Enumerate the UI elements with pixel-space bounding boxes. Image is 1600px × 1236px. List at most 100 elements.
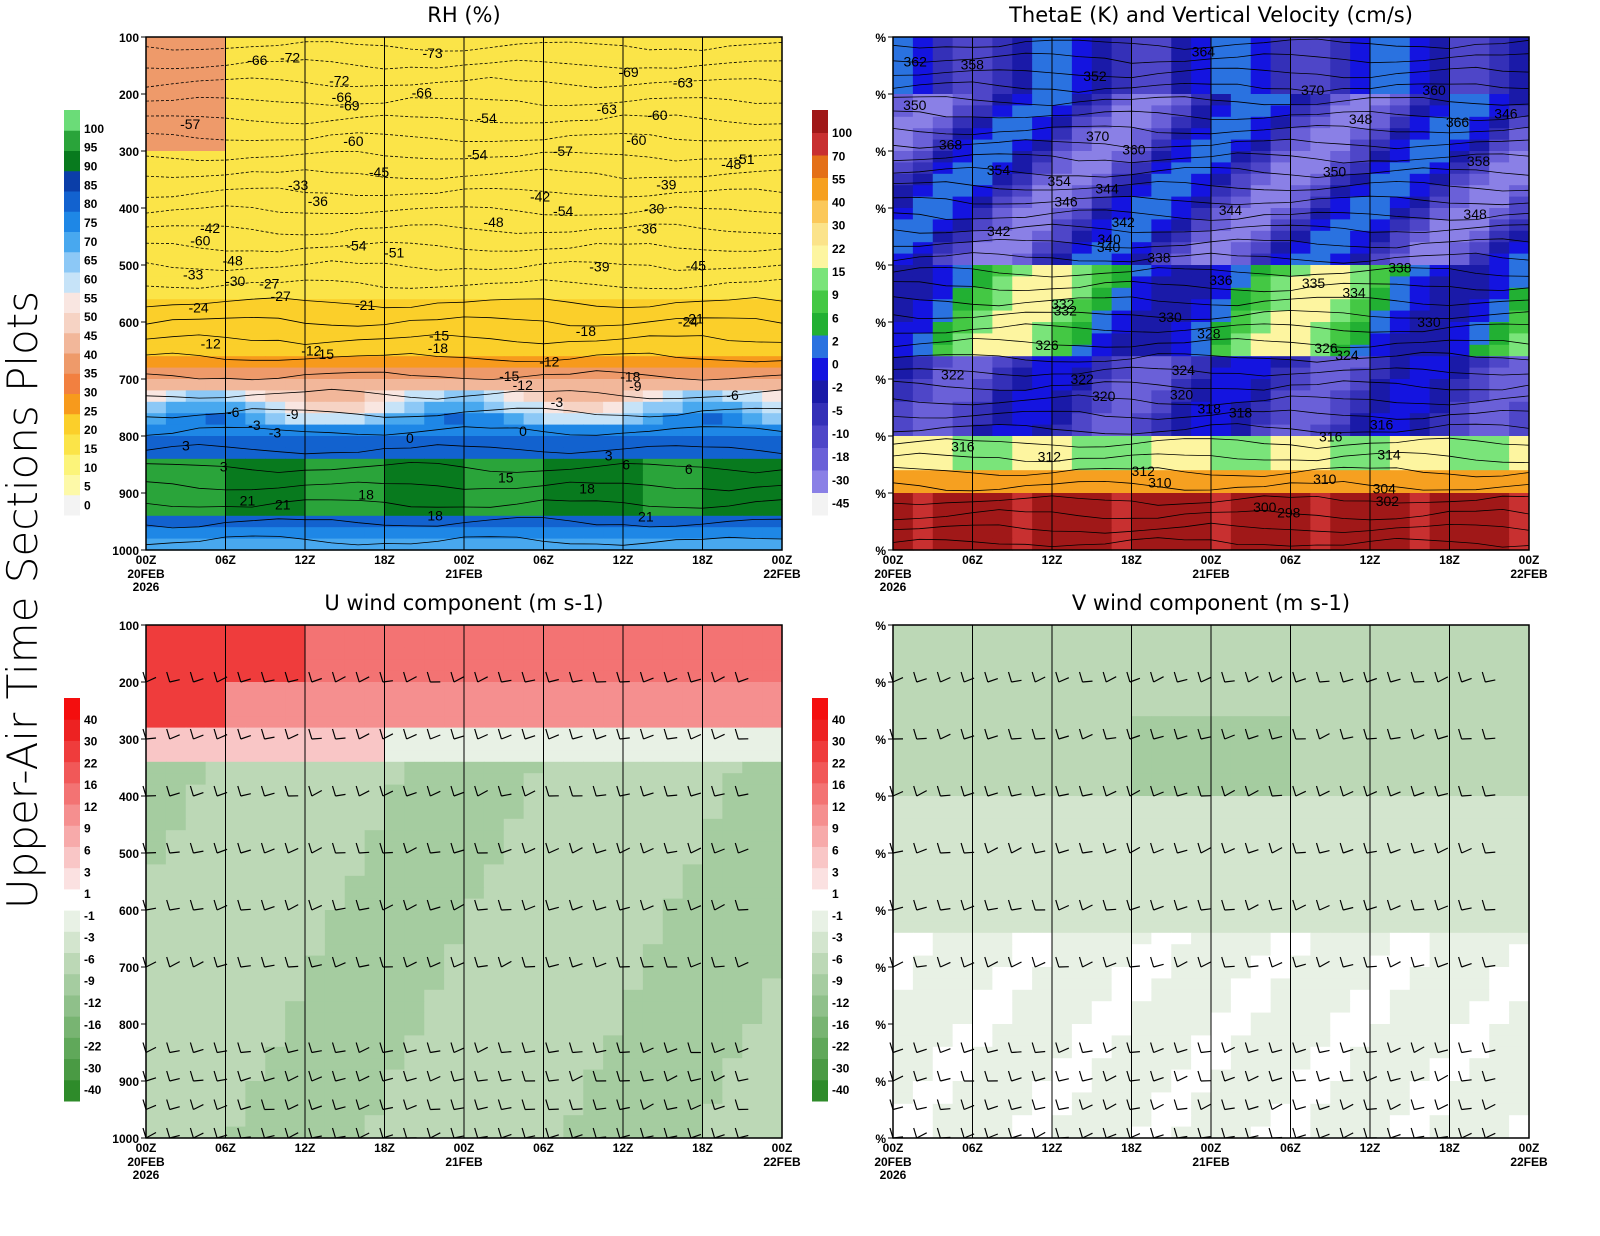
rh-field-cell: [483, 322, 505, 334]
rh-field-cell: [205, 173, 227, 186]
u-field-cell: [364, 887, 386, 900]
rh-field-cell: [623, 196, 644, 209]
rh-field-cell: [464, 242, 485, 255]
rh-field-cell: [205, 379, 227, 391]
theta-field-cell: [1270, 401, 1292, 414]
u-field-cell: [503, 636, 525, 649]
u-field-cell: [662, 647, 684, 660]
theta-field-cell: [1091, 504, 1113, 517]
rh-field-cell: [563, 139, 584, 152]
rh-field-cell: [404, 356, 425, 369]
u-colorbar-swatch: [64, 973, 80, 996]
rh-field-cell: [742, 276, 763, 289]
theta-field-cell: [972, 242, 993, 255]
rh-field-cell: [225, 379, 246, 391]
theta-field-cell: [1350, 401, 1371, 414]
rh-field-cell: [543, 515, 564, 528]
u-field-cell: [623, 647, 644, 660]
u-field-cell: [404, 1058, 425, 1071]
theta-field-cell: [912, 185, 934, 198]
theta-field-cell: [1370, 71, 1391, 84]
u-field-cell: [424, 1024, 445, 1036]
rh-field-cell: [603, 413, 624, 426]
theta-field-cell: [1230, 162, 1252, 175]
rh-field-cell: [245, 71, 266, 84]
theta-field-cell: [1509, 515, 1530, 528]
u-field-cell: [483, 1081, 505, 1093]
rh-field-cell: [245, 322, 266, 334]
side-title: Upper-Air Time Sections Plots: [0, 291, 47, 909]
theta-field-cell: [1151, 173, 1172, 186]
u-field-cell: [225, 750, 246, 763]
rh-field-cell: [702, 356, 723, 369]
rh-field-cell: [523, 367, 545, 380]
u-field-cell: [623, 1046, 644, 1059]
rh-field-cell: [225, 230, 246, 243]
theta-field-cell: [1012, 71, 1033, 84]
rh-field-cell: [146, 230, 167, 243]
rh-field-cell: [444, 458, 465, 471]
u-field-cell: [623, 773, 644, 786]
theta-time-tick: 00Z: [1201, 553, 1222, 567]
rh-field-cell: [424, 162, 445, 175]
rh-field-cell: [165, 504, 187, 517]
theta-field-cell: [912, 71, 934, 84]
u-field-cell: [324, 1081, 346, 1093]
u-colorbar-swatch: [64, 740, 80, 763]
rh-field-cell: [364, 71, 386, 84]
u-field-cell: [225, 1024, 246, 1036]
u-field-cell: [364, 875, 386, 888]
rh-field-cell: [285, 436, 306, 448]
rh-contour-label: -48: [223, 252, 243, 268]
theta-field-cell: [1052, 105, 1073, 118]
theta-contour-label: 338: [1388, 259, 1412, 275]
rh-field-cell: [424, 185, 445, 198]
rh-field-cell: [503, 322, 525, 334]
u-field-cell: [384, 875, 405, 888]
theta-field-cell: [893, 139, 914, 152]
u-field-cell: [722, 625, 743, 637]
theta-field-cell: [1509, 162, 1530, 175]
rh-field-cell: [523, 185, 545, 198]
theta-field-cell: [1012, 310, 1033, 323]
theta-field-cell: [1350, 151, 1371, 163]
u-field-cell: [444, 1115, 465, 1128]
theta-field-cell: [1389, 59, 1411, 72]
rh-field-cell: [762, 219, 783, 232]
rh-field-cell: [285, 265, 306, 277]
theta-field-cell: [1071, 151, 1093, 163]
rh-field-cell: [285, 82, 306, 95]
rh-date-label: 2026: [133, 580, 160, 594]
u-field-cell: [563, 636, 584, 649]
rh-field-cell: [185, 37, 207, 49]
theta-field-cell: [1250, 173, 1272, 186]
rh-field-cell: [603, 94, 624, 106]
u-field-cell: [722, 761, 743, 774]
u-field-cell: [265, 853, 286, 865]
u-colorbar-swatch: [64, 1079, 80, 1102]
u-field-cell: [603, 898, 624, 911]
rh-field-cell: [384, 173, 405, 186]
theta-pressure-tick: %: [875, 259, 886, 273]
u-field-cell: [682, 921, 704, 934]
rh-field-cell: [583, 515, 604, 528]
rh-field-cell: [404, 196, 425, 209]
u-field-cell: [384, 750, 405, 763]
u-field-cell: [722, 921, 743, 934]
rh-field-cell: [285, 299, 306, 312]
theta-pressure-tick: %: [875, 487, 886, 501]
theta-field-cell: [972, 196, 993, 209]
u-field-cell: [722, 647, 743, 660]
u-field-cell: [165, 1012, 187, 1025]
rh-colorbar-label: 90: [84, 160, 98, 174]
rh-field-cell: [404, 504, 425, 517]
theta-field-cell: [1370, 265, 1391, 277]
u-field-cell: [444, 967, 465, 979]
rh-field-cell: [563, 162, 584, 175]
u-field-cell: [523, 967, 545, 979]
rh-field-cell: [225, 413, 246, 426]
rh-field-cell: [543, 344, 564, 357]
u-field-cell: [523, 693, 545, 706]
u-field-cell: [742, 739, 763, 751]
u-field-cell: [742, 932, 763, 945]
